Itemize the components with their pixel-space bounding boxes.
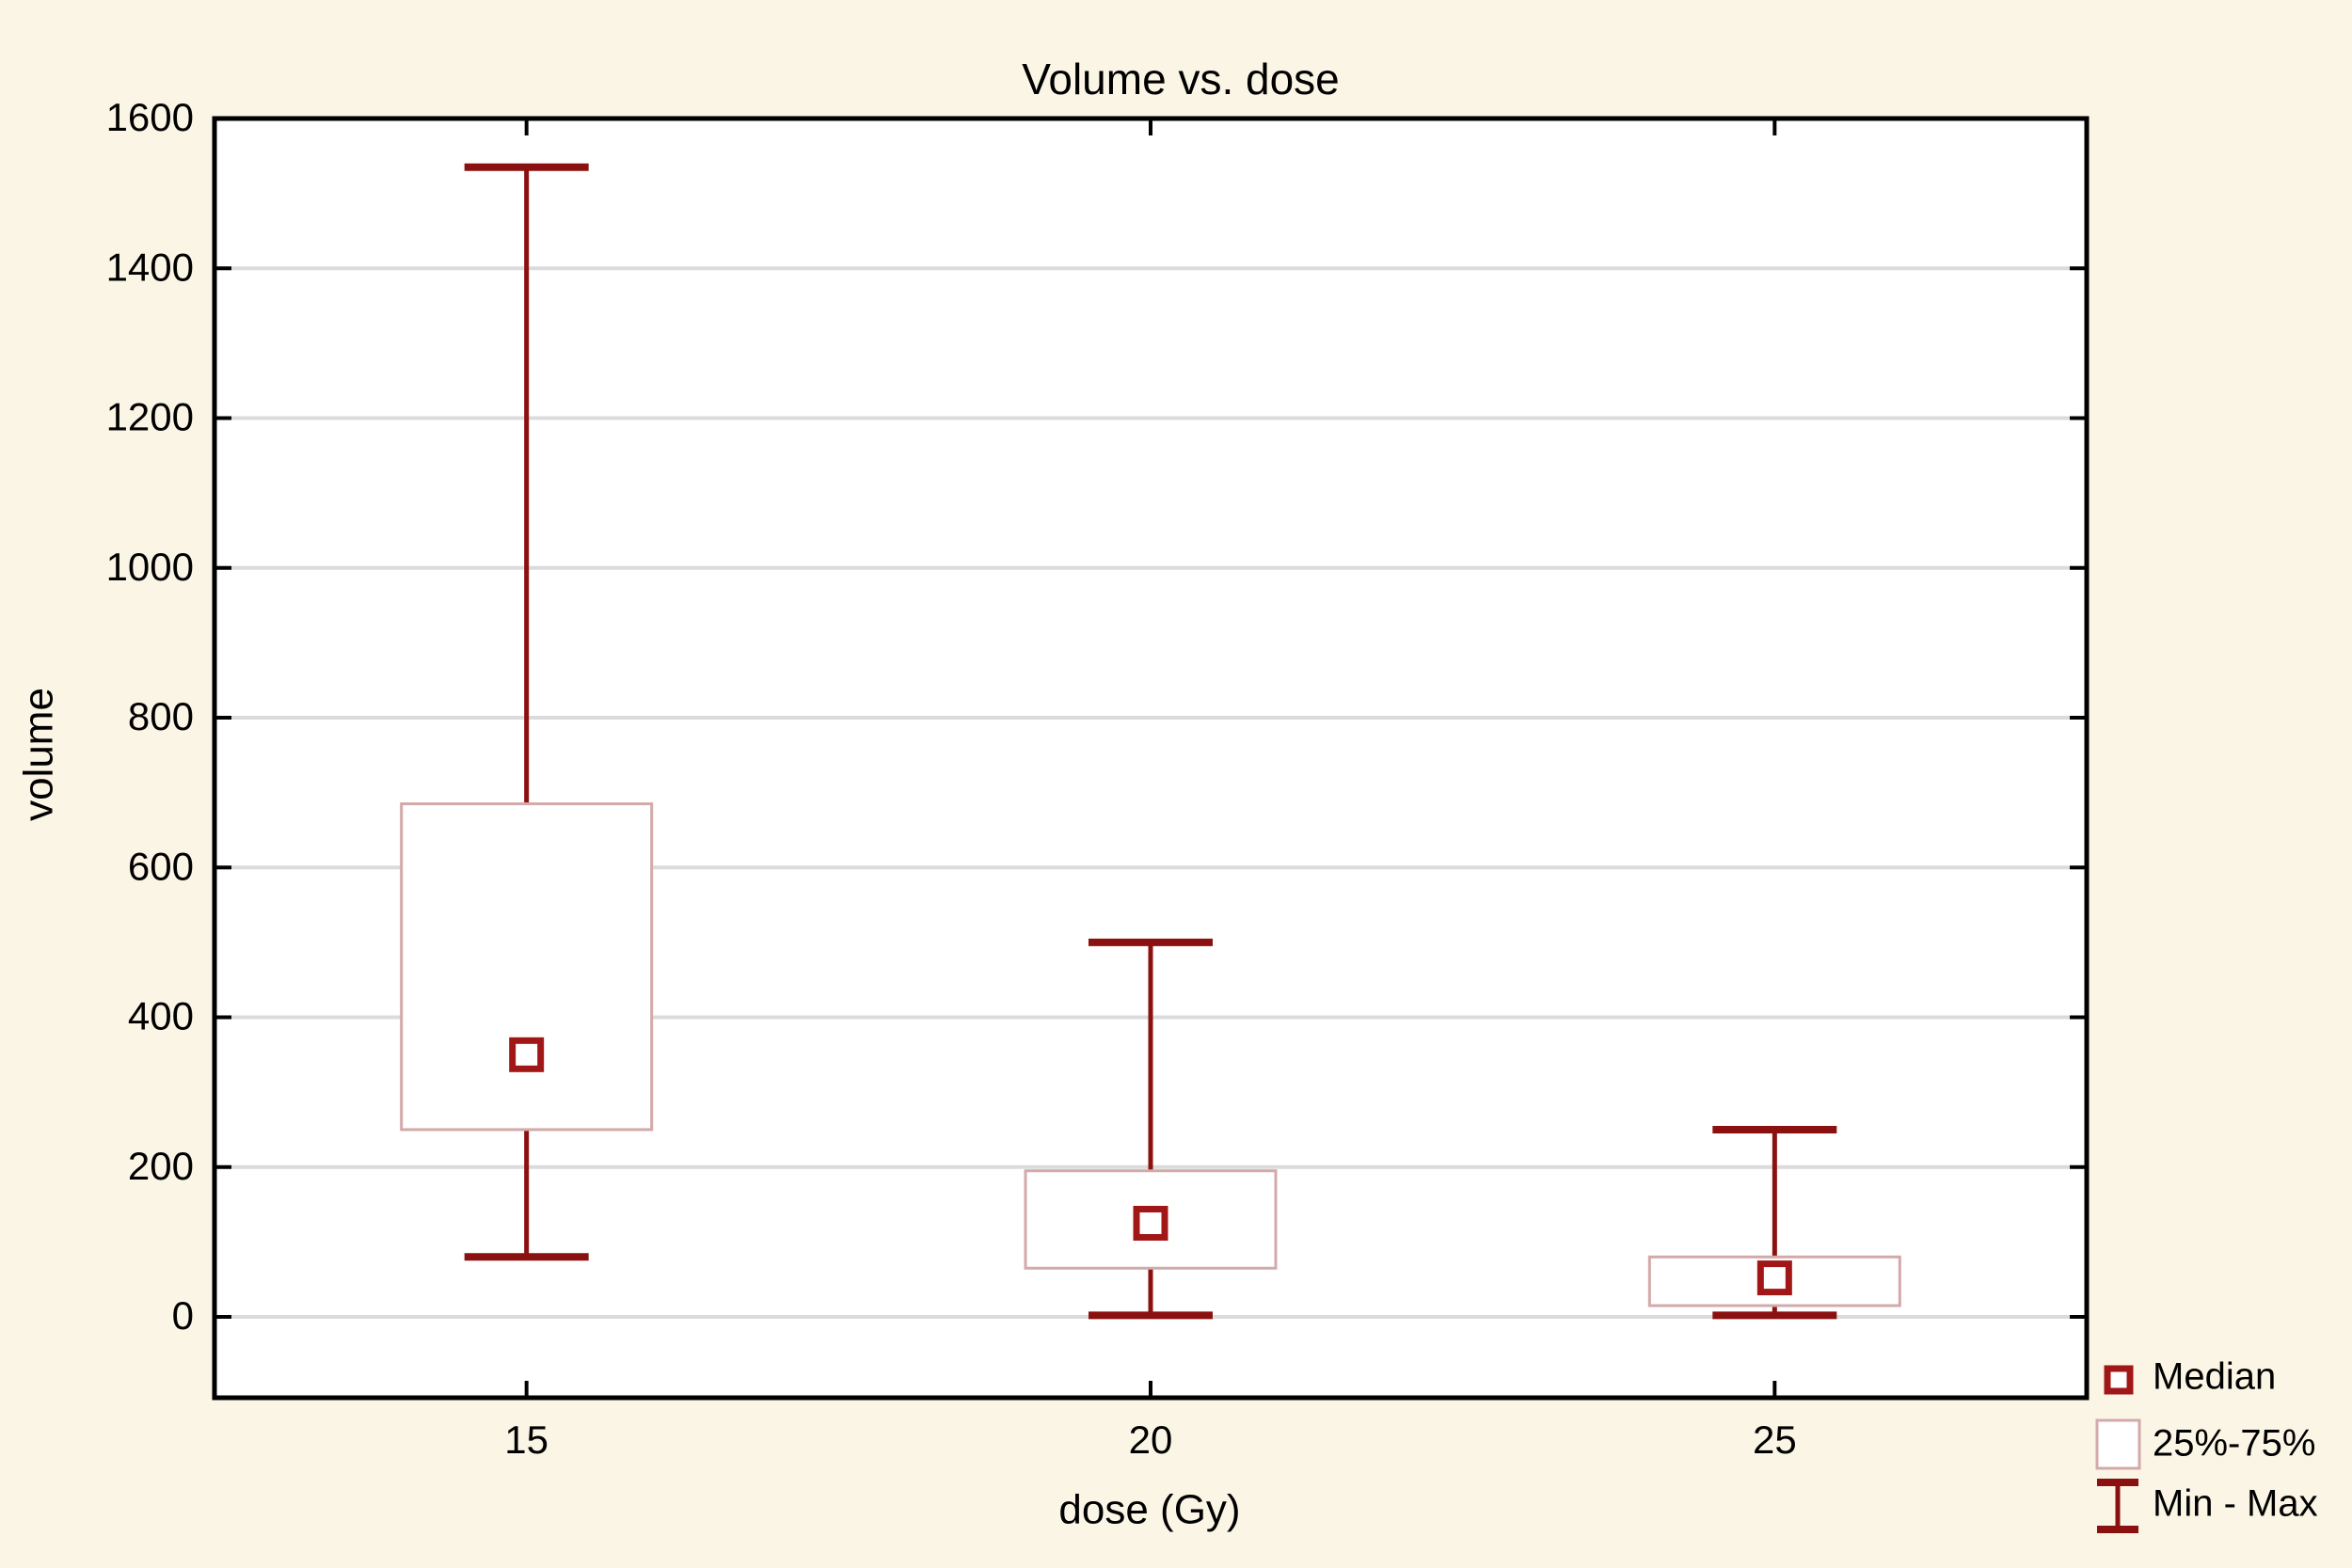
box-plot-dose-20: [1024, 938, 1278, 1320]
iqr-box: [400, 802, 654, 1132]
median-marker: [509, 1037, 545, 1072]
legend-median-label: Median: [2153, 1356, 2276, 1398]
legend-min-max-label: Min - Max: [2153, 1483, 2318, 1525]
y-tick-label-600: 600: [128, 844, 194, 888]
y-tick-label-1000: 1000: [106, 545, 194, 589]
legend-median-square-icon: [2104, 1365, 2134, 1395]
legend-box-label: 25%-75%: [2153, 1423, 2315, 1465]
y-tick-label-800: 800: [128, 694, 194, 738]
y-tick-label-1400: 1400: [106, 245, 194, 289]
median-marker: [1756, 1260, 1792, 1296]
median-marker: [1133, 1205, 1168, 1241]
axis-ticks: [216, 117, 2085, 1396]
legend-box-icon: [2095, 1418, 2141, 1470]
x-tick-label-15: 15: [504, 1418, 548, 1462]
y-tick-label-200: 200: [128, 1144, 194, 1188]
x-tick-label-25: 25: [1753, 1418, 1797, 1462]
y-tick-label-0: 0: [172, 1293, 194, 1338]
tick-labels: 0 200 400 600 800 1000 1200 1400 1600 15 20 25: [106, 95, 1797, 1462]
x-tick-label-20: 20: [1129, 1418, 1173, 1462]
box-plot-dose-15: [400, 163, 654, 1261]
y-tick-label-400: 400: [128, 994, 194, 1038]
y-tick-label-1200: 1200: [106, 395, 194, 439]
legend: Median 25%-75% Min - Max: [2095, 1356, 2318, 1533]
y-tick-label-1600: 1600: [106, 95, 194, 139]
y-axis-title: volume: [16, 688, 62, 821]
box-plots: [400, 163, 1901, 1320]
legend-min-max-icon: [2097, 1479, 2138, 1533]
x-axis-title: dose (Gy): [1058, 1487, 1240, 1533]
chart-title: Volume vs. dose: [1022, 55, 1340, 103]
plot-border: [212, 116, 2090, 1401]
box-plot-dose-25: [1647, 1125, 1901, 1320]
